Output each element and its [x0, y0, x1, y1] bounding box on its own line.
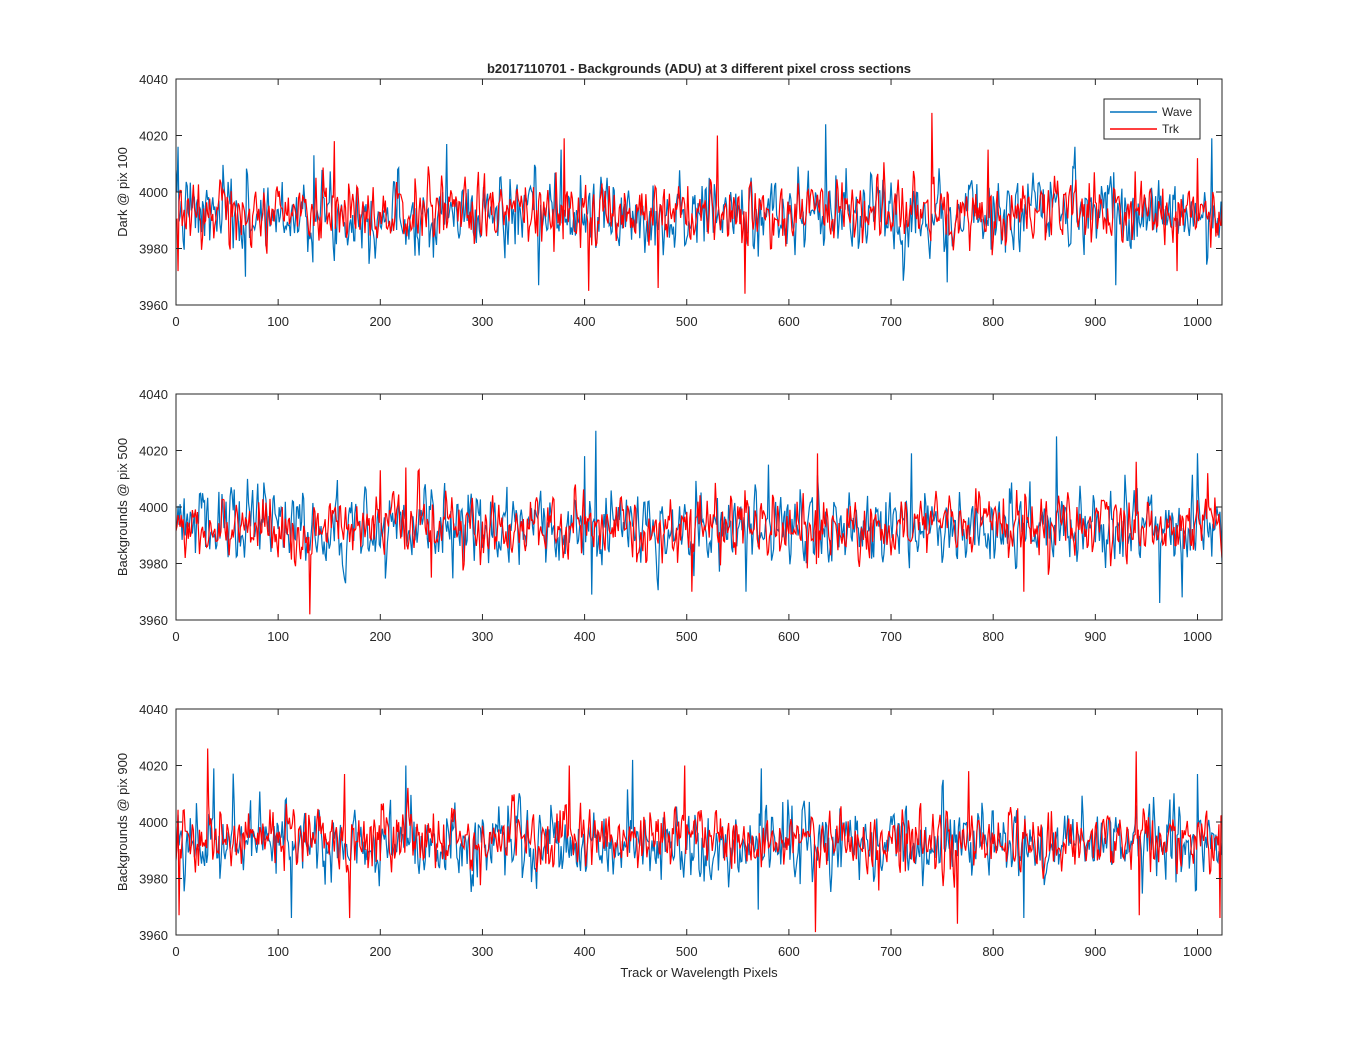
- x-tick-label: 500: [676, 314, 698, 329]
- x-tick-label: 600: [778, 314, 800, 329]
- x-tick-label: 200: [369, 629, 391, 644]
- x-tick-label: 500: [676, 944, 698, 959]
- y-tick-label: 4020: [139, 129, 168, 144]
- y-tick-label: 3980: [139, 872, 168, 887]
- y-tick-label: 3980: [139, 242, 168, 257]
- y-tick-label: 3960: [139, 928, 168, 943]
- x-tick-label: 100: [267, 629, 289, 644]
- x-tick-label: 1000: [1183, 314, 1212, 329]
- panels: 0 100 200 300 400 500 600 700 800 900 100039603980…: [115, 72, 1223, 980]
- x-tick-label: 600: [778, 629, 800, 644]
- x-tick-label: 100: [267, 314, 289, 329]
- x-tick-label: 500: [676, 629, 698, 644]
- y-tick-label: 4000: [139, 185, 168, 200]
- x-tick-label: 700: [880, 944, 902, 959]
- chart-title: b2017110701 - Backgrounds (ADU) at 3 dif…: [487, 61, 911, 76]
- x-tick-label: 200: [369, 314, 391, 329]
- y-tick-label: 4020: [139, 444, 168, 459]
- x-tick-label: 100: [267, 944, 289, 959]
- legend-label-wave: Wave: [1162, 105, 1193, 119]
- chart-panel-2: 0 100 200 300 400 500 600 700 800 900 1000 3960 3980…: [115, 387, 1223, 644]
- x-tick-label: 700: [880, 629, 902, 644]
- x-tick-label: 900: [1084, 629, 1106, 644]
- x-tick-label: 0: [172, 314, 179, 329]
- series-line-trk: [176, 112, 1222, 294]
- x-tick-label: 800: [982, 629, 1004, 644]
- y-axis-label: Backgrounds @ pix 900: [115, 753, 130, 891]
- series-line-trk: [176, 748, 1222, 933]
- x-tick-label: 800: [982, 314, 1004, 329]
- y-tick-label: 3980: [139, 557, 168, 572]
- legend-box: [1103, 98, 1201, 140]
- x-tick-label: 800: [982, 944, 1004, 959]
- x-tick-label: 600: [778, 944, 800, 959]
- y-tick-label: 3960: [139, 613, 168, 628]
- y-tick-label: 4040: [139, 72, 168, 87]
- x-axis-label: Track or Wavelength Pixels: [620, 965, 778, 980]
- y-tick-label: 3960: [139, 298, 168, 313]
- y-tick-label: 4020: [139, 759, 168, 774]
- x-tick-label: 0: [172, 629, 179, 644]
- x-tick-label: 0: [172, 944, 179, 959]
- x-tick-label: 1000: [1183, 944, 1212, 959]
- y-tick-label: 4000: [139, 815, 168, 830]
- series-line-wave: [176, 124, 1222, 286]
- x-tick-label: 200: [369, 944, 391, 959]
- x-tick-label: 900: [1084, 944, 1106, 959]
- legend: Wave Trk: [1103, 98, 1201, 140]
- x-tick-label: 700: [880, 314, 902, 329]
- x-tick-label: 900: [1084, 314, 1106, 329]
- x-tick-label: 300: [472, 629, 494, 644]
- x-tick-label: 400: [574, 629, 596, 644]
- y-tick-label: 4040: [139, 702, 168, 717]
- y-tick-label: 4040: [139, 387, 168, 402]
- y-tick-label: 4000: [139, 500, 168, 515]
- x-tick-label: 400: [574, 944, 596, 959]
- chart-panel-1: 0 100 200 300 400 500 600 700 800 900 1000 3960 3980…: [115, 72, 1223, 329]
- series-line-wave: [176, 430, 1222, 604]
- x-tick-label: 300: [472, 944, 494, 959]
- x-tick-label: 1000: [1183, 629, 1212, 644]
- y-axis-label: Backgrounds @ pix 500: [115, 438, 130, 576]
- y-axis-label: Dark @ pix 100: [115, 147, 130, 237]
- chart-panel-3: 0 100 200 300 400 500 600 700 800 900 1000 3960 3980…: [115, 702, 1223, 980]
- series-line-trk: [176, 453, 1222, 615]
- x-tick-label: 300: [472, 314, 494, 329]
- x-tick-label: 400: [574, 314, 596, 329]
- legend-label-trk: Trk: [1162, 122, 1180, 136]
